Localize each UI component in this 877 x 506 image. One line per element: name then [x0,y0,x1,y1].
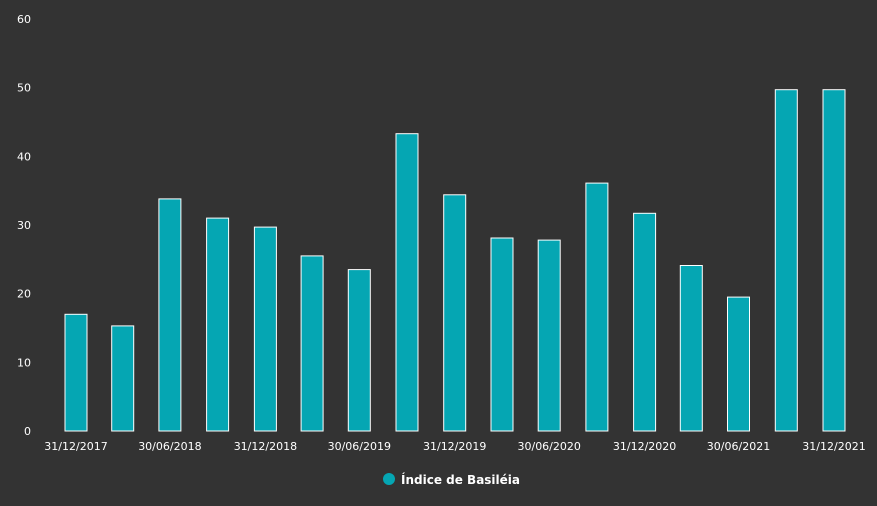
bars [64,89,846,432]
x-tick-label: 31/12/2017 [44,440,107,453]
y-tick-label: 40 [17,150,31,163]
x-tick-label: 31/12/2019 [423,440,486,453]
bar[interactable] [537,239,561,432]
legend-label[interactable]: Índice de Basiléia [401,472,520,487]
x-tick-label: 30/06/2019 [328,440,391,453]
bar[interactable] [347,269,371,432]
y-tick-label: 50 [17,82,31,95]
bar[interactable] [822,89,846,432]
legend[interactable]: Índice de Basiléia [383,472,520,487]
bar[interactable] [585,182,609,432]
bar[interactable] [774,89,798,432]
bar[interactable] [443,194,467,432]
bar[interactable] [300,255,324,432]
bar[interactable] [206,217,230,432]
x-tick-label: 30/06/2021 [707,440,770,453]
bar[interactable] [490,237,514,432]
bar[interactable] [395,133,419,432]
bar[interactable] [679,265,703,432]
x-tick-label: 31/12/2020 [613,440,676,453]
y-axis: 0 10 20 30 40 50 60 [17,13,31,438]
y-tick-label: 10 [17,356,31,369]
x-tick-label: 30/06/2018 [138,440,201,453]
bar[interactable] [64,313,88,432]
bar[interactable] [111,325,135,432]
bar[interactable] [158,198,182,432]
x-tick-label: 30/06/2020 [517,440,580,453]
x-axis: 31/12/2017 30/06/2018 31/12/2018 30/06/2019… [44,440,865,453]
y-tick-label: 30 [17,219,31,232]
y-tick-label: 60 [17,13,31,26]
y-tick-label: 20 [17,288,31,301]
bar[interactable] [253,226,277,432]
bar[interactable] [727,296,750,432]
x-tick-label: 31/12/2018 [234,440,297,453]
y-tick-label: 0 [24,425,31,438]
bar[interactable] [633,212,657,432]
legend-marker [383,473,395,485]
x-tick-label: 31/12/2021 [802,440,865,453]
